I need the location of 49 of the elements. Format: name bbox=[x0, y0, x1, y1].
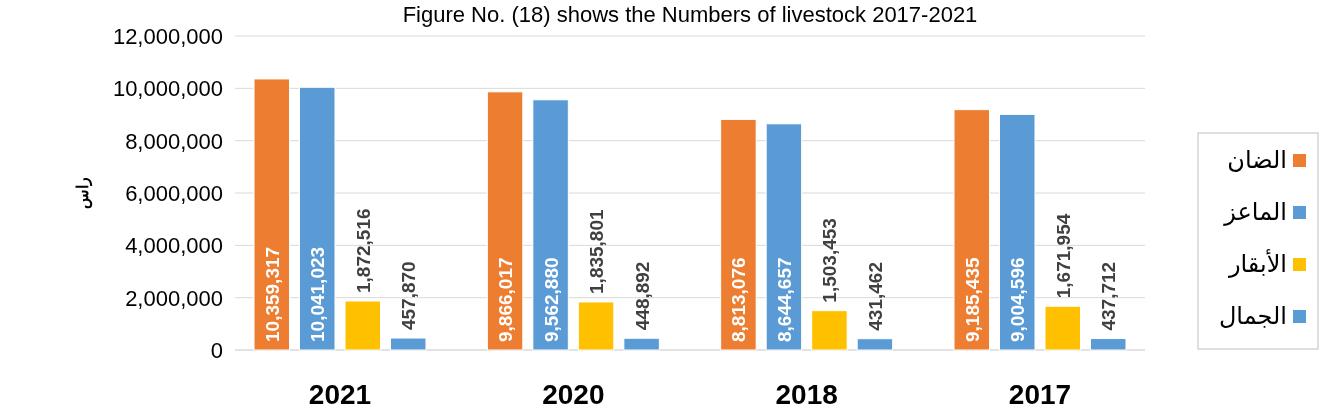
bar bbox=[856, 338, 894, 351]
bar bbox=[765, 123, 803, 351]
y-tick-label: 4,000,000 bbox=[125, 233, 223, 259]
legend-label: الضان bbox=[1227, 146, 1287, 174]
y-tick-label: 2,000,000 bbox=[125, 285, 223, 311]
data-label: 448,892 bbox=[631, 261, 653, 331]
data-label: 431,462 bbox=[864, 262, 886, 331]
data-label: 1,503,453 bbox=[819, 218, 841, 303]
data-label: 10,359,317 bbox=[261, 246, 283, 342]
bar bbox=[1090, 338, 1127, 351]
y-axis-title: راس bbox=[74, 177, 93, 209]
bar bbox=[623, 337, 660, 351]
data-label: 10,041,023 bbox=[307, 246, 329, 342]
bar bbox=[720, 118, 757, 351]
data-label: 437,712 bbox=[1098, 261, 1120, 331]
bar bbox=[577, 301, 615, 351]
bar bbox=[532, 99, 569, 351]
y-tick-label: 10,000,000 bbox=[112, 76, 223, 102]
data-label: 9,562,880 bbox=[540, 257, 562, 342]
x-tick-label: 2020 bbox=[542, 379, 605, 410]
legend-label: الأبقار bbox=[1227, 249, 1287, 278]
data-label: 9,004,596 bbox=[1007, 257, 1029, 342]
bar bbox=[390, 337, 427, 351]
legend-label: الماعز bbox=[1223, 198, 1287, 226]
chart-title: Figure No. (18) shows the Numbers of livestock 2017-2021 bbox=[402, 2, 978, 27]
data-label: 9,185,435 bbox=[961, 257, 983, 342]
y-tick-label: 8,000,000 bbox=[125, 128, 223, 154]
x-tick-label: 2018 bbox=[775, 379, 838, 410]
y-tick-label: 6,000,000 bbox=[125, 181, 223, 206]
bar bbox=[344, 300, 381, 351]
bar bbox=[1044, 305, 1081, 351]
y-tick-label: 0 bbox=[210, 338, 223, 363]
bar bbox=[999, 113, 1036, 351]
bar bbox=[299, 86, 336, 351]
data-label: 1,872,516 bbox=[352, 208, 374, 293]
bar bbox=[811, 310, 848, 351]
data-label: 8,644,657 bbox=[773, 257, 795, 342]
bar bbox=[253, 78, 290, 351]
data-label: 8,813,076 bbox=[728, 257, 750, 342]
y-tick-label: 12,000,000 bbox=[112, 24, 223, 49]
data-label: 1,671,954 bbox=[1052, 213, 1074, 299]
bar bbox=[486, 91, 524, 351]
x-tick-label: 2017 bbox=[1008, 379, 1072, 410]
x-tick-label: 2021 bbox=[308, 379, 372, 410]
data-label: 1,835,801 bbox=[586, 209, 608, 294]
legend-label: الجمال bbox=[1218, 302, 1287, 330]
data-label: 457,870 bbox=[398, 261, 420, 331]
data-label: 9,866,017 bbox=[495, 257, 517, 342]
bar bbox=[953, 109, 990, 351]
